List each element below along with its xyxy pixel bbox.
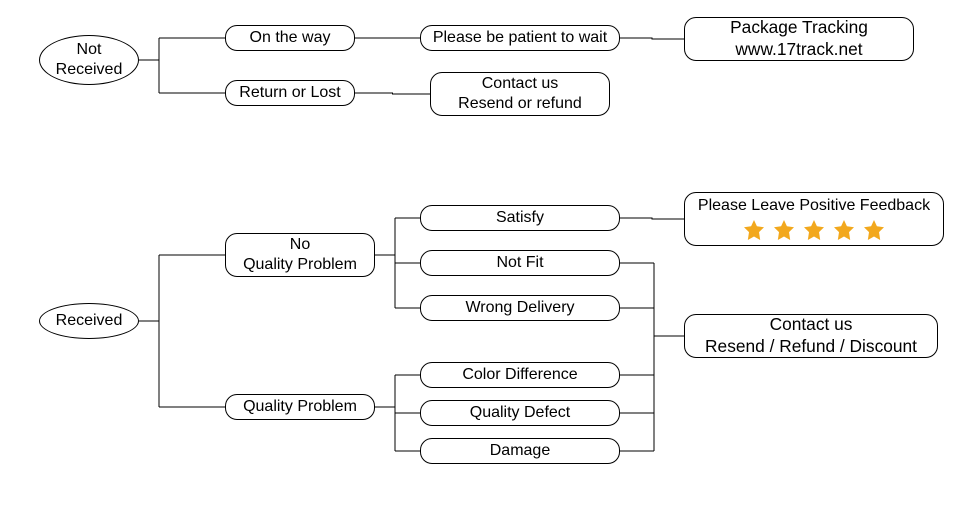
node-be-patient-line-0: Please be patient to wait [433,28,607,48]
node-tracking-line-1: www.17track.net [735,39,862,61]
node-on-the-way-line-0: On the way [250,28,331,48]
node-not-received-line-0: Not [77,40,102,60]
node-damage-line-0: Damage [490,441,550,461]
node-not-received-line-1: Received [56,60,123,80]
node-no-quality-problem-line-1: Quality Problem [243,255,357,275]
node-received: Received [39,303,139,339]
node-received-line-0: Received [56,311,123,331]
node-contact-resend-refund-line-1: Resend or refund [458,94,582,114]
node-on-the-way: On the way [225,25,355,51]
node-not-received: NotReceived [39,35,139,85]
node-return-lost: Return or Lost [225,80,355,106]
node-quality-problem-line-0: Quality Problem [243,397,357,417]
node-quality-defect-line-0: Quality Defect [470,403,570,423]
node-positive-feedback: Please Leave Positive Feedback [684,192,944,246]
star-rating [742,218,886,242]
node-wrong-delivery: Wrong Delivery [420,295,620,321]
node-wrong-delivery-line-0: Wrong Delivery [465,298,574,318]
node-color-difference-line-0: Color Difference [462,365,577,385]
node-contact-resend-refund-line-0: Contact us [482,74,558,94]
node-damage: Damage [420,438,620,464]
node-contact-resolution-line-0: Contact us [770,314,853,336]
node-not-fit-line-0: Not Fit [496,253,543,273]
node-color-difference: Color Difference [420,362,620,388]
node-contact-resend-refund: Contact usResend or refund [430,72,610,116]
node-return-lost-line-0: Return or Lost [239,83,340,103]
node-quality-problem: Quality Problem [225,394,375,420]
node-contact-resolution: Contact usResend / Refund / Discount [684,314,938,358]
flowchart-nodes: NotReceivedOn the wayPlease be patient t… [0,0,960,513]
node-tracking: Package Trackingwww.17track.net [684,17,914,61]
node-tracking-line-0: Package Tracking [730,17,868,39]
node-contact-resolution-line-1: Resend / Refund / Discount [705,336,917,358]
node-quality-defect: Quality Defect [420,400,620,426]
node-satisfy-line-0: Satisfy [496,208,544,228]
node-be-patient: Please be patient to wait [420,25,620,51]
node-satisfy: Satisfy [420,205,620,231]
node-no-quality-problem: NoQuality Problem [225,233,375,277]
node-not-fit: Not Fit [420,250,620,276]
node-no-quality-problem-line-0: No [290,235,310,255]
node-positive-feedback-line-0: Please Leave Positive Feedback [698,196,930,216]
